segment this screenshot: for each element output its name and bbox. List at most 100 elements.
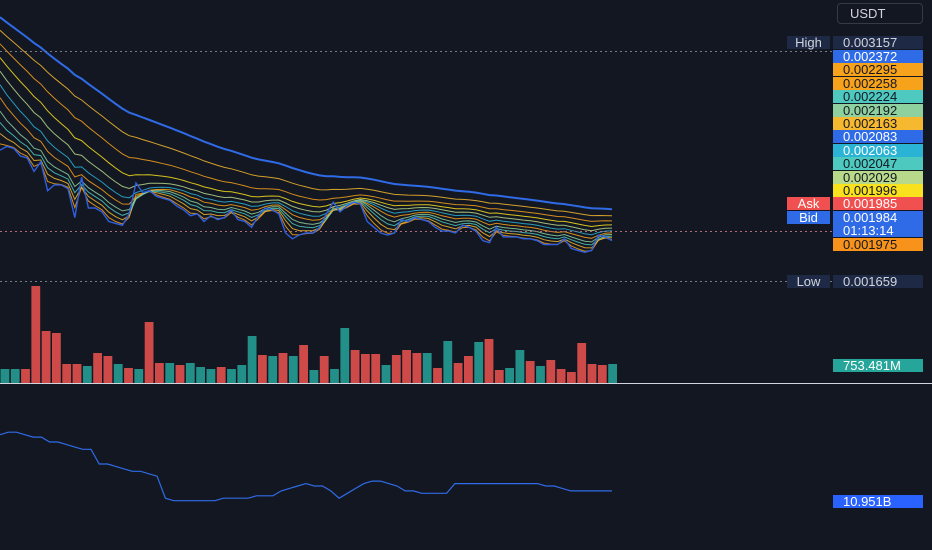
volume-bar bbox=[165, 363, 175, 383]
volume-bar bbox=[422, 353, 432, 383]
ma-ribbon-line bbox=[0, 16, 613, 211]
volume-bar bbox=[402, 350, 411, 383]
ma-ribbon bbox=[0, 16, 613, 252]
volume-bar bbox=[577, 343, 587, 383]
bid-value: 0.001984 bbox=[833, 211, 923, 224]
volume-bar bbox=[196, 367, 205, 383]
ribbon-price-label: 0.002047 bbox=[833, 157, 923, 171]
volume-bar bbox=[155, 363, 164, 383]
ribbon-price-label: 0.002224 bbox=[833, 90, 923, 104]
ask-tag: Ask bbox=[787, 197, 830, 210]
indicator-value-label: 10.951B bbox=[833, 495, 923, 508]
indicator-line bbox=[0, 431, 612, 502]
volume-bar bbox=[124, 368, 133, 383]
volume-bar bbox=[134, 369, 144, 383]
price-line bbox=[0, 145, 613, 254]
currency-selector[interactable]: USDT bbox=[837, 3, 923, 24]
volume-bar bbox=[371, 354, 381, 383]
volume-bar bbox=[381, 365, 391, 383]
volume-bar bbox=[309, 370, 319, 383]
volume-bar bbox=[494, 370, 504, 383]
volume-value-label: 753.481M bbox=[833, 359, 923, 372]
volume-bar bbox=[185, 363, 195, 383]
volume-bar bbox=[278, 353, 288, 383]
volume-bar bbox=[144, 322, 154, 383]
volume-bar bbox=[556, 369, 566, 383]
volume-bar bbox=[361, 354, 370, 383]
volume-bar bbox=[536, 366, 545, 383]
volume-bar bbox=[52, 333, 61, 383]
ribbon-price-label: 0.002372 bbox=[833, 50, 923, 63]
ribbon-price-label: 0.001996 bbox=[833, 184, 923, 197]
volume-bar bbox=[82, 366, 92, 383]
ribbon-price-label: 0.002029 bbox=[833, 170, 923, 184]
bid-tag: Bid bbox=[787, 211, 830, 224]
volume-bar bbox=[484, 339, 494, 383]
ma-ribbon-line bbox=[0, 29, 613, 217]
volume-bar bbox=[350, 350, 360, 383]
ma-ribbon-line bbox=[0, 70, 613, 232]
volume-bar bbox=[237, 365, 247, 383]
volume-bar bbox=[31, 286, 41, 383]
ribbon-price-label: 0.002083 bbox=[833, 130, 923, 144]
volume-bars bbox=[0, 286, 617, 383]
volume-bar bbox=[525, 361, 535, 383]
ma-ribbon-line bbox=[0, 84, 613, 236]
volume-bar bbox=[330, 369, 339, 383]
volume-bar bbox=[258, 355, 267, 383]
volume-bar bbox=[10, 369, 20, 383]
volume-bar bbox=[567, 372, 576, 383]
volume-bar bbox=[21, 369, 30, 383]
volume-bar bbox=[103, 356, 113, 383]
volume-bar bbox=[587, 364, 597, 383]
ribbon-price-label: 0.002063 bbox=[833, 143, 923, 157]
low-value: 0.001659 bbox=[833, 275, 923, 288]
ma-ribbon-line bbox=[0, 97, 613, 239]
volume-bar bbox=[505, 368, 514, 383]
volume-bar bbox=[412, 353, 422, 383]
volume-bar bbox=[608, 364, 617, 383]
price-series-line bbox=[0, 145, 613, 254]
volume-bar bbox=[93, 353, 102, 383]
volume-bar bbox=[464, 356, 473, 383]
volume-bar bbox=[216, 367, 226, 383]
ma-ribbon-line bbox=[0, 110, 613, 243]
volume-bar bbox=[72, 364, 82, 383]
ma-ribbon-line bbox=[0, 133, 613, 249]
volume-bar bbox=[453, 363, 463, 383]
volume-bar bbox=[247, 336, 257, 383]
volume-bar bbox=[299, 345, 308, 383]
volume-bar bbox=[41, 331, 51, 383]
volume-bar bbox=[175, 365, 185, 383]
volume-bar bbox=[288, 356, 298, 383]
ribbon-price-label: 0.002258 bbox=[833, 76, 923, 90]
indicator-series-line bbox=[0, 431, 612, 502]
volume-bar bbox=[433, 368, 442, 383]
ask-value: 0.001985 bbox=[833, 197, 923, 210]
volume-bar bbox=[391, 355, 401, 383]
ma-ribbon-line bbox=[0, 43, 613, 222]
volume-bar bbox=[319, 356, 329, 383]
ribbon-price-label: 0.002163 bbox=[833, 117, 923, 130]
high-value: 0.003157 bbox=[833, 36, 923, 49]
volume-bar bbox=[340, 328, 350, 383]
volume-bar bbox=[113, 364, 123, 383]
currency-label: USDT bbox=[850, 6, 886, 21]
volume-bar bbox=[443, 341, 453, 383]
volume-bar bbox=[546, 360, 556, 383]
volume-bar bbox=[0, 369, 10, 383]
volume-bar bbox=[206, 369, 216, 383]
volume-bar bbox=[597, 365, 607, 383]
volume-bar bbox=[268, 356, 278, 383]
last-price-label: 0.001975 bbox=[833, 238, 923, 251]
high-tag: High bbox=[787, 36, 830, 49]
ribbon-price-label: 0.002192 bbox=[833, 103, 923, 117]
volume-bar bbox=[515, 350, 525, 383]
countdown-timer: 01:13:14 bbox=[833, 224, 923, 237]
ribbon-price-label: 0.002295 bbox=[833, 63, 923, 77]
volume-bar bbox=[227, 369, 236, 383]
volume-bar bbox=[62, 364, 72, 383]
volume-bar bbox=[474, 342, 484, 383]
ma-ribbon-line bbox=[0, 57, 613, 228]
